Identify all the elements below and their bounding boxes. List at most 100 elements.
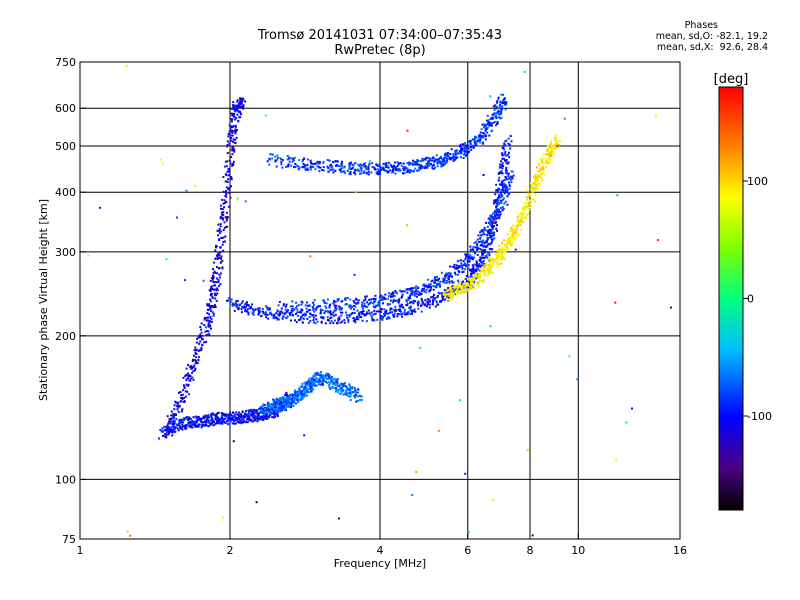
echo-point (496, 229, 498, 232)
echo-point (420, 292, 423, 295)
echo-point (373, 309, 376, 312)
echo-point (447, 299, 450, 302)
echo-point (238, 411, 241, 414)
echo-point (497, 215, 500, 218)
echo-point (446, 155, 449, 158)
echo-point (498, 183, 501, 186)
echo-point (433, 160, 436, 163)
echo-point (281, 396, 284, 399)
echo-point (219, 283, 222, 286)
echo-point (248, 419, 251, 422)
noise-point (165, 258, 168, 261)
echo-point (487, 272, 489, 275)
echo-point (440, 300, 443, 303)
echo-point (450, 280, 453, 283)
echo-point (167, 426, 170, 429)
echo-point (500, 191, 502, 194)
echo-point (182, 389, 185, 392)
echo-point (224, 417, 227, 420)
echo-point (381, 318, 384, 321)
echo-point (524, 208, 527, 211)
echo-point (500, 108, 503, 111)
echo-point (174, 401, 177, 404)
echo-point (391, 301, 394, 304)
echo-point (523, 212, 526, 215)
echo-point (488, 269, 491, 272)
echo-point (231, 153, 234, 156)
echo-point (356, 391, 359, 394)
echo-point (233, 106, 236, 109)
echo-point (367, 173, 370, 176)
echo-point (482, 279, 485, 282)
echo-point (247, 304, 250, 307)
echo-point (326, 316, 329, 319)
echo-point (361, 311, 364, 314)
echo-point (281, 311, 284, 314)
echo-point (194, 369, 196, 372)
echo-point (449, 292, 452, 295)
echo-point (468, 150, 471, 153)
echo-point (409, 301, 411, 304)
echo-point (301, 382, 304, 385)
noise-point (489, 325, 492, 328)
echo-point (311, 388, 314, 391)
echo-point (549, 155, 552, 158)
echo-point (218, 228, 221, 231)
echo-point (511, 238, 514, 241)
echo-point (195, 349, 198, 352)
echo-point (275, 397, 278, 400)
echo-point (293, 156, 296, 159)
echo-point (222, 249, 225, 252)
echo-point (326, 298, 329, 301)
echo-point (300, 316, 303, 319)
noise-point (159, 158, 162, 161)
echo-point (490, 228, 493, 231)
echo-point (217, 411, 220, 414)
echo-point (491, 129, 494, 132)
echo-point (209, 300, 212, 303)
echo-point (373, 166, 376, 169)
echo-point (187, 418, 190, 421)
echo-point (268, 416, 271, 419)
echo-point (315, 384, 318, 387)
echo-point (462, 157, 465, 159)
echo-point (268, 403, 271, 406)
echo-point (197, 425, 200, 428)
echo-point (175, 426, 178, 429)
noise-point (87, 254, 90, 257)
noise-point (467, 530, 470, 533)
echo-point (519, 229, 522, 232)
echo-point (455, 268, 458, 271)
echo-point (490, 259, 493, 262)
echo-point (207, 324, 210, 327)
echo-point (262, 310, 264, 313)
echo-point (502, 99, 505, 102)
echo-point (473, 256, 476, 259)
echo-point (440, 271, 443, 274)
echo-point (505, 166, 508, 169)
echo-point (494, 199, 497, 202)
echo-point (274, 408, 277, 411)
echo-point (494, 106, 497, 109)
echo-point (490, 124, 493, 127)
echo-point (293, 400, 296, 403)
echo-point (269, 312, 271, 315)
echo-point (219, 204, 222, 207)
echo-point (371, 316, 374, 319)
echo-point (319, 383, 322, 386)
echo-point (473, 141, 476, 144)
echo-point (308, 309, 311, 312)
echo-point (237, 120, 240, 123)
echo-point (338, 308, 341, 311)
echo-point (219, 272, 222, 275)
echo-point (482, 142, 485, 145)
echo-point (276, 157, 279, 159)
echo-point (261, 307, 264, 310)
echo-point (288, 396, 291, 399)
echo-point (232, 411, 235, 414)
echo-point (503, 202, 506, 205)
echo-point (495, 261, 498, 263)
echo-point (247, 308, 250, 310)
echo-point (498, 250, 501, 253)
